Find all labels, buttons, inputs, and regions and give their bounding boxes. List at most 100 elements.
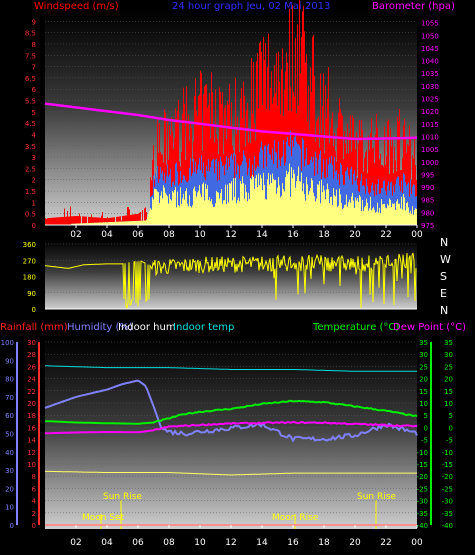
temperature-tick-label: -25 (417, 485, 428, 493)
wind-x-tick-label: 14 (256, 230, 268, 240)
direction-letter-n2: N (440, 304, 448, 317)
dewpoint-tick-label: -30 (442, 498, 453, 506)
temperature-tick-label: -40 (417, 522, 428, 530)
barometer-tick-label: 1010 (421, 133, 439, 141)
direction-tick-label: 360 (23, 241, 36, 249)
barometer-tick-label: 1000 (421, 159, 439, 167)
temperature-tick-label: -35 (417, 510, 428, 518)
wind-tick-label: 0 (32, 222, 36, 230)
series-line-indoor-hum (44, 470, 417, 476)
wind-tick-label: 1 (32, 199, 36, 207)
chart-title: 24 hour graph Jeu, 02 Mai 2013 (172, 1, 330, 12)
barometer-tick-label: 1040 (421, 58, 439, 66)
wind-x-tick-label: 16 (287, 230, 299, 240)
humidity-tick-label: 30 (5, 467, 14, 475)
direction-tick-label: 180 (23, 274, 36, 282)
humidity-tick-label: 20 (5, 485, 14, 493)
wind-x-tick-label: 20 (349, 230, 361, 240)
dewpoint-tick-label: -20 (442, 473, 453, 481)
wind-x-tick-label: 12 (225, 230, 236, 240)
temperature-tick-label: 15 (419, 388, 428, 396)
direction-letter-n1: N (440, 236, 448, 249)
rainfall-tick-label: 26 (27, 363, 36, 371)
barometer-line (44, 102, 418, 141)
barometer-tick-label: 985 (421, 197, 434, 205)
barometer-tick-label: 1025 (421, 96, 439, 104)
rainfall-tick-label: 30 (27, 339, 36, 347)
dewpoint-tick-label: 25 (444, 363, 453, 371)
temperature-tick-label: -30 (417, 498, 428, 506)
barometer-tick-label: 1055 (421, 20, 439, 28)
wind-x-tick-label: 06 (132, 230, 144, 240)
barometer-tick-label: 1015 (421, 121, 439, 129)
sun-rise-label-1: Sun Rise (103, 492, 142, 502)
wind-direction-line (44, 252, 417, 310)
dewpoint-tick-label: 15 (444, 388, 453, 396)
temperature-tick-label: -20 (417, 473, 428, 481)
rainfall-tick-label: 22 (27, 388, 36, 396)
direction-letter-w: W (440, 253, 451, 266)
legend-indoor-temp: Indoor temp (173, 322, 234, 333)
humidity-tick-label: 80 (5, 376, 14, 384)
temperature-x-tick-label: 08 (163, 538, 175, 548)
sun-rise-label-2: Sun Rise (357, 492, 396, 502)
barometer-tick-label: 975 (421, 222, 434, 230)
legend-rainfall: Rainfall (mm) (0, 322, 68, 333)
rainfall-tick-label: 4 (32, 498, 37, 506)
dewpoint-tick-label: 35 (444, 339, 453, 347)
temperature-tick-label: 25 (419, 363, 428, 371)
temperature-tick-label: -10 (417, 449, 428, 457)
direction-tick-label: 90 (27, 290, 36, 298)
wind-tick-label: 7 (32, 64, 36, 72)
barometer-tick-label: 1050 (421, 32, 439, 40)
wind-x-tick-label: 10 (194, 230, 206, 240)
rainfall-tick-label: 14 (27, 437, 36, 445)
wind-tick-label: 6.5 (25, 75, 36, 83)
barometer-tick-label: 990 (421, 184, 434, 192)
humidity-tick-label: 100 (1, 339, 14, 347)
direction-tick-label: 0 (32, 306, 36, 314)
wind-x-tick-label: 18 (318, 230, 330, 240)
wind-tick-label: 7.5 (25, 52, 36, 60)
dewpoint-tick-label: 5 (449, 412, 453, 420)
moon-rise-label: Moon Rise (272, 513, 319, 523)
temperature-x-tick-label: 22 (380, 538, 391, 548)
direction-letter-e: E (440, 287, 447, 300)
temperature-x-tick-label: 00 (411, 538, 423, 548)
legend-indoor-hum: Indoor hum (118, 322, 176, 333)
direction-letter-s: S (440, 270, 447, 283)
wind-tick-label: 6 (32, 86, 37, 94)
wind-x-tick-label: 02 (70, 230, 81, 240)
temperature-tick-label: 10 (419, 400, 428, 408)
series-line-humidity (44, 379, 418, 443)
dewpoint-tick-label: 0 (449, 424, 453, 432)
legend-dew-point: Dew Point (°C) (393, 322, 466, 333)
dewpoint-tick-label: 20 (444, 376, 453, 384)
rainfall-tick-label: 20 (27, 400, 36, 408)
temperature-tick-label: 35 (419, 339, 428, 347)
wind-tick-label: 2.5 (25, 165, 36, 173)
humidity-tick-label: 90 (5, 357, 14, 365)
wind-tick-label: 8 (32, 41, 36, 49)
wind-tick-label: 9 (32, 18, 36, 26)
wind-tick-label: 4.5 (25, 120, 36, 128)
temperature-x-tick-label: 12 (225, 538, 236, 548)
humidity-tick-label: 70 (5, 394, 14, 402)
barometer-tick-label: 1005 (421, 146, 439, 154)
wind-x-tick-label: 00 (411, 230, 423, 240)
direction-plot-background (45, 240, 417, 309)
temperature-tick-label: 5 (424, 412, 428, 420)
dewpoint-tick-label: -25 (442, 485, 453, 493)
rainfall-tick-label: 10 (27, 461, 36, 469)
wind-x-tick-label: 22 (380, 230, 391, 240)
barometer-axis-title: Barometer (hpa) (372, 1, 455, 12)
temperature-x-tick-label: 20 (349, 538, 361, 548)
series-line-temperature-c (44, 399, 418, 425)
humidity-tick-label: 0 (10, 522, 14, 530)
rainfall-tick-label: 0 (32, 522, 36, 530)
direction-letters: N W S E N (440, 236, 451, 317)
wind-tick-label: 8.5 (25, 30, 36, 38)
dewpoint-tick-label: 30 (444, 351, 453, 359)
dewpoint-tick-label: -15 (442, 461, 453, 469)
dewpoint-tick-label: -10 (442, 449, 453, 457)
